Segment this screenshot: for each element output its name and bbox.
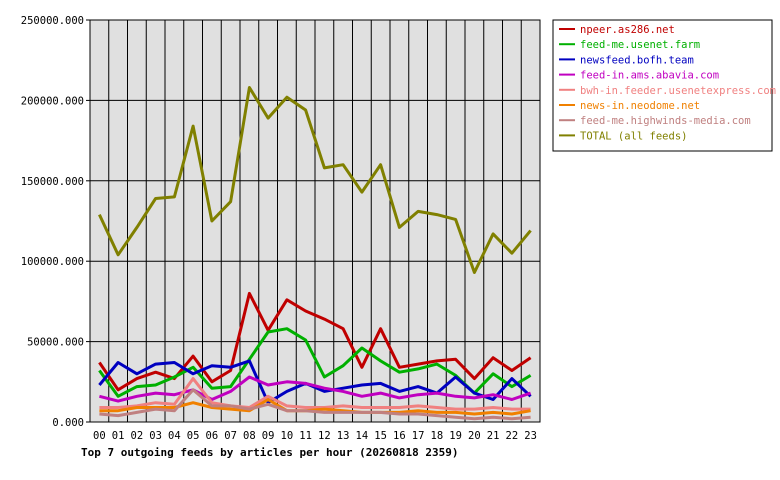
x-tick-label: 11: [299, 430, 312, 442]
legend-label: feed-in.ams.abavia.com: [580, 70, 719, 82]
grid-lines: [90, 20, 540, 422]
legend-label: bwh-in.feeder.usenetexpress.com: [580, 85, 776, 97]
x-tick-label: 01: [112, 430, 125, 442]
series-line: [98, 86, 532, 274]
y-tick-label: 250000.000: [21, 15, 84, 27]
y-tick-label: 150000.000: [21, 176, 84, 188]
legend-label: newsfeed.bofh.team: [580, 54, 694, 66]
chart-title: Top 7 outgoing feeds by articles per hou…: [81, 446, 459, 459]
y-tick-label: 100000.000: [21, 256, 84, 268]
legend-label: news-in.neodome.net: [580, 100, 700, 112]
x-tick-label: 21: [487, 430, 500, 442]
series-line: [98, 359, 532, 405]
y-tick-label: 50000.000: [27, 337, 84, 349]
x-tick-label: 17: [412, 430, 425, 442]
legend-label: TOTAL (all feeds): [580, 130, 687, 142]
x-tick-label: 05: [187, 430, 200, 442]
series-lines: [98, 86, 532, 421]
x-tick-label: 15: [374, 430, 387, 442]
x-tick-label: 00: [93, 430, 106, 442]
x-tick-label: 20: [468, 430, 481, 442]
y-axis: 250000.000 200000.000 150000.000 100000.000…: [21, 15, 90, 429]
x-axis: 00 01 02 03 04 05 06 07 08 09 10 11 12 13 14 15 16 17 18 19…: [93, 430, 537, 442]
x-tick-label: 06: [206, 430, 219, 442]
x-tick-label: 10: [281, 430, 294, 442]
y-tick-label: 200000.000: [21, 95, 84, 107]
x-tick-label: 16: [393, 430, 406, 442]
series-line: [99, 398, 531, 416]
x-tick-label: 19: [449, 430, 462, 442]
legend-label: npeer.as286.net: [580, 24, 675, 36]
legend-label: feed-me.highwinds-media.com: [580, 115, 751, 127]
x-tick-label: 03: [149, 430, 162, 442]
series-line: [99, 388, 531, 421]
x-tick-label: 23: [524, 430, 537, 442]
legend-box: [552, 19, 773, 152]
x-tick-label: 18: [431, 430, 444, 442]
legend: npeer.as286.net feed-me.usenet.farm newsfe…: [552, 19, 776, 152]
series-line: [99, 375, 532, 403]
x-tick-label: 07: [224, 430, 237, 442]
x-tick-label: 04: [168, 430, 181, 442]
y-tick-label: 0.000: [52, 417, 84, 429]
x-tick-label: 09: [262, 430, 275, 442]
x-tick-label: 08: [243, 430, 256, 442]
x-tick-label: 22: [506, 430, 519, 442]
x-tick-label: 14: [356, 430, 369, 442]
legend-label: feed-me.usenet.farm: [580, 39, 700, 51]
x-tick-label: 13: [337, 430, 350, 442]
x-tick-label: 12: [318, 430, 331, 442]
series-line: [99, 377, 531, 411]
x-tick-label: 02: [131, 430, 144, 442]
